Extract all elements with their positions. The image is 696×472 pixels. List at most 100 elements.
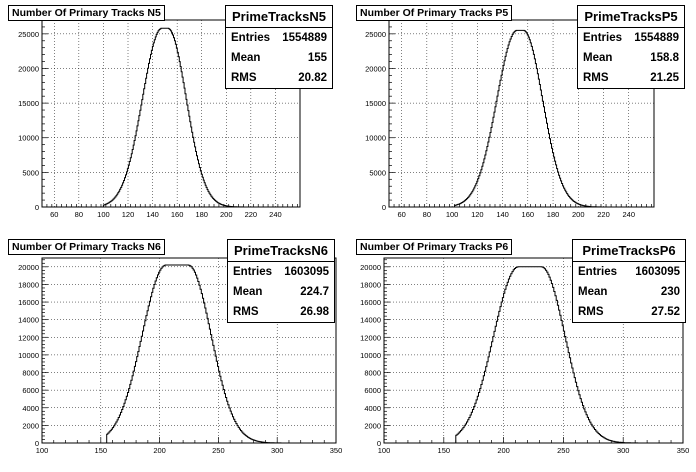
entries-value: 1603095	[284, 266, 329, 278]
stats-box: PrimeTracksN5 Entries 1554889 Mean 155 RMS…	[225, 5, 333, 89]
y-tick-label: 20000	[360, 263, 381, 272]
mean-value: 230	[660, 286, 680, 298]
histogram-title: Number Of Primary Tracks N5	[8, 5, 165, 21]
rms-value: 27.52	[651, 306, 680, 318]
entries-label: Entries	[233, 266, 272, 278]
stats-box: PrimeTracksP5 Entries 1554889 Mean 158.8 R…	[577, 5, 685, 89]
x-tick-label: 350	[677, 446, 690, 455]
x-tick-label: 120	[471, 210, 484, 219]
y-tick-label: 20000	[365, 64, 386, 73]
entries-label: Entries	[231, 32, 270, 44]
y-tick-label: 12000	[18, 333, 39, 342]
y-tick-label: 14000	[360, 316, 381, 325]
y-tick-label: 6000	[22, 386, 39, 395]
histogram-pad-n6: 100 150 200 250 300 350 0 2000 4000 6000 8000 10000…	[0, 236, 343, 466]
x-tick-label: 140	[146, 210, 159, 219]
stats-name: PrimeTracksN5	[226, 6, 332, 28]
plot-frame	[41, 257, 337, 444]
rms-label: RMS	[583, 72, 609, 84]
histogram-canvas: 60 80 100 120 140 160 180 200 220 240 0 5000 10000 15…	[18, 19, 301, 219]
x-tick-label: 160	[522, 210, 535, 219]
x-tick-label: 160	[171, 210, 184, 219]
y-tick-label: 0	[35, 439, 39, 448]
histogram-canvas: 60 80 100 120 140 160 180 200 220 240 0 5000 10000 15…	[365, 19, 655, 219]
stats-box: PrimeTracksN6 Entries 1603095 Mean 224.7 R…	[227, 239, 335, 323]
entries-label: Entries	[583, 32, 622, 44]
y-tick-label: 6000	[364, 386, 381, 395]
y-tick-label: 5000	[22, 168, 39, 177]
plot-frame	[41, 19, 301, 208]
x-tick-label: 240	[269, 210, 282, 219]
x-tick-label: 200	[497, 446, 510, 455]
mean-label: Mean	[231, 52, 261, 64]
histogram-series	[455, 266, 648, 444]
x-tick-label: 220	[597, 210, 610, 219]
x-tick-label: 60	[397, 210, 405, 219]
rms-value: 20.82	[298, 72, 327, 84]
x-tick-label: 300	[617, 446, 630, 455]
x-tick-label: 80	[423, 210, 431, 219]
rms-value: 21.25	[650, 72, 679, 84]
histogram-title: Number Of Primary Tracks N6	[8, 239, 165, 255]
mean-value: 158.8	[650, 52, 679, 64]
x-tick-label: 180	[195, 210, 208, 219]
x-tick-label: 140	[496, 210, 509, 219]
x-tick-label: 100	[378, 446, 391, 455]
entries-label: Entries	[578, 266, 617, 278]
y-tick-label: 10000	[360, 351, 381, 360]
mean-value: 224.7	[300, 286, 329, 298]
y-tick-label: 16000	[18, 298, 39, 307]
mean-label: Mean	[233, 286, 263, 298]
histogram-pad-p6: 100 150 200 250 300 350 0 2000 4000 6000 8000 10000…	[348, 236, 696, 466]
x-tick-label: 240	[623, 210, 636, 219]
mean-value: 155	[307, 52, 327, 64]
x-tick-label: 120	[122, 210, 135, 219]
y-tick-label: 10000	[365, 134, 386, 143]
x-tick-label: 150	[438, 446, 451, 455]
x-tick-label: 100	[97, 210, 110, 219]
x-tick-label: 100	[36, 446, 49, 455]
x-tick-label: 200	[220, 210, 233, 219]
y-tick-label: 12000	[360, 333, 381, 342]
y-tick-label: 0	[382, 203, 386, 212]
x-tick-label: 350	[330, 446, 343, 455]
entries-value: 1603095	[635, 266, 680, 278]
histogram-title: Number Of Primary Tracks P6	[356, 239, 513, 255]
y-tick-label: 2000	[22, 421, 39, 430]
x-tick-label: 250	[557, 446, 570, 455]
x-tick-label: 250	[212, 446, 225, 455]
histogram-title: Number Of Primary Tracks P5	[356, 5, 513, 21]
entries-value: 1554889	[282, 32, 327, 44]
stats-box: PrimeTracksP6 Entries 1603095 Mean 230 RMS…	[572, 239, 686, 323]
mean-label: Mean	[583, 52, 613, 64]
rms-label: RMS	[231, 72, 257, 84]
y-tick-label: 18000	[18, 280, 39, 289]
y-tick-label: 15000	[365, 99, 386, 108]
y-tick-label: 14000	[18, 316, 39, 325]
y-tick-label: 0	[35, 203, 39, 212]
histogram-series	[102, 27, 257, 208]
rms-value: 26.98	[300, 306, 329, 318]
y-tick-label: 10000	[18, 134, 39, 143]
rms-label: RMS	[233, 306, 259, 318]
y-tick-label: 25000	[365, 30, 386, 39]
y-tick-label: 4000	[22, 404, 39, 413]
y-tick-label: 8000	[22, 369, 39, 378]
plot-frame	[383, 257, 684, 444]
histogram-pad-p5: 60 80 100 120 140 160 180 200 220 240 0 5000 10000 15…	[348, 0, 696, 230]
x-tick-label: 300	[271, 446, 284, 455]
y-tick-label: 16000	[360, 298, 381, 307]
x-tick-label: 200	[572, 210, 585, 219]
histogram-series	[106, 264, 292, 444]
stats-name: PrimeTracksP5	[578, 6, 684, 28]
y-tick-label: 18000	[360, 280, 381, 289]
x-tick-label: 200	[153, 446, 166, 455]
plot-frame	[388, 19, 655, 208]
y-tick-label: 15000	[18, 99, 39, 108]
y-tick-label: 10000	[18, 351, 39, 360]
stats-name: PrimeTracksP6	[573, 240, 685, 262]
entries-value: 1554889	[634, 32, 679, 44]
y-tick-label: 4000	[364, 404, 381, 413]
y-tick-label: 8000	[364, 369, 381, 378]
y-tick-label: 20000	[18, 64, 39, 73]
